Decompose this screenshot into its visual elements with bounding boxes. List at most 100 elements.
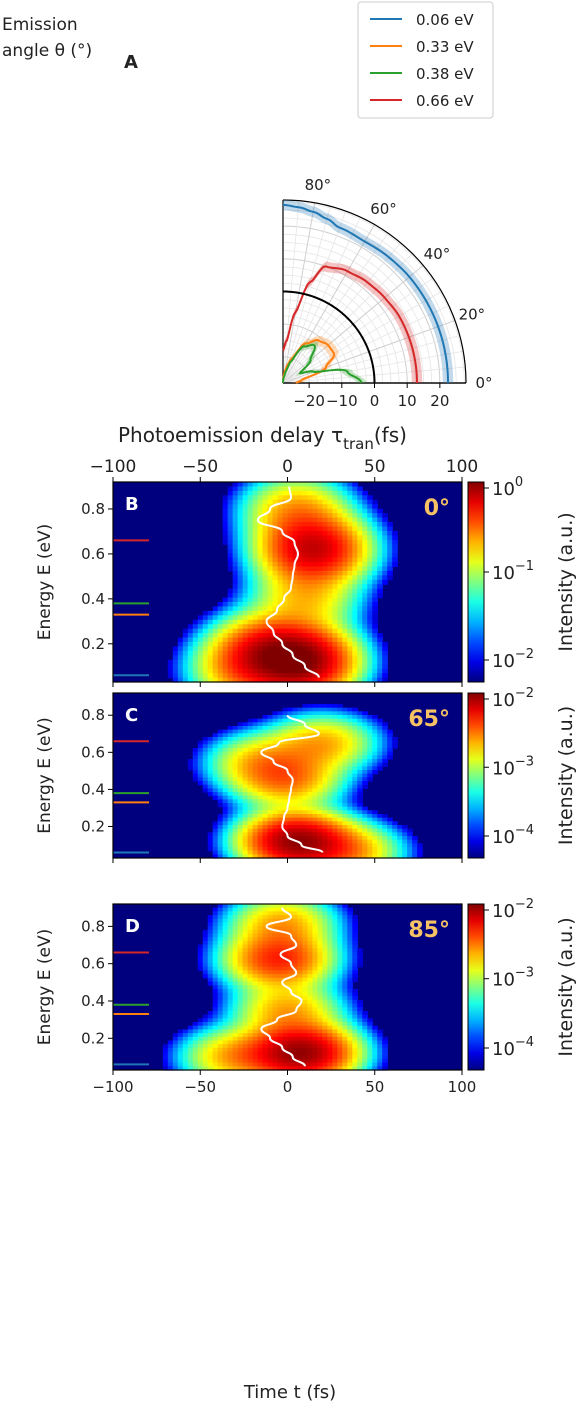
heatmap-cell (252, 1044, 259, 1049)
heatmap-cell (332, 610, 338, 616)
heatmap-cell (312, 814, 319, 819)
heatmap-cell (367, 655, 373, 661)
heatmap-cell (342, 751, 348, 756)
heatmap-cell (307, 839, 314, 844)
heatmap-cell (302, 788, 309, 793)
heatmap-cell (332, 988, 338, 994)
heatmap-cell (337, 707, 343, 712)
heatmap-cell (342, 832, 348, 837)
heatmap-cell (287, 929, 294, 935)
heatmap-cell (262, 579, 269, 585)
heatmap-cell (397, 850, 403, 855)
heatmap-cell (247, 948, 254, 953)
heatmap-cell (297, 544, 304, 550)
heatmap-cell (347, 1062, 353, 1067)
heatmap-cell (267, 513, 274, 519)
heatmap-cell (242, 922, 249, 927)
heatmap-cell (312, 907, 319, 912)
heatmap-cell (307, 970, 314, 975)
heatmap-cell (352, 1025, 358, 1031)
heatmap-cell (327, 788, 333, 793)
heatmap-cell (227, 770, 234, 775)
heatmap-cell (302, 642, 309, 648)
heatmap-cell (367, 570, 373, 576)
heatmap-cell (187, 664, 194, 670)
heatmap-cell (347, 677, 353, 683)
heatmap-cell (322, 933, 328, 938)
heatmap-cell (212, 926, 219, 931)
heatmap-cell (277, 1066, 284, 1071)
heatmap-cell (357, 490, 363, 496)
heatmap-cell (177, 664, 184, 670)
heatmap-cell (267, 562, 274, 568)
heatmap-cell (282, 673, 289, 679)
delay-curves (282, 203, 450, 384)
heatmap-cell (212, 843, 219, 848)
heatmap-cell (272, 737, 279, 742)
heatmap-cell (282, 707, 289, 712)
heatmap-cell (322, 726, 328, 731)
heatmap-cell (287, 566, 294, 572)
heatmap-cell (352, 1040, 358, 1045)
heatmap-cell (357, 602, 363, 608)
heatmap-cell (242, 633, 249, 639)
heatmap-cell (222, 904, 229, 909)
heatmap-cell (247, 637, 254, 643)
heatmap-cell (267, 715, 274, 720)
heatmap-cell (257, 490, 264, 496)
heatmap-cell (222, 606, 229, 612)
heatmap-cell (332, 828, 338, 833)
heatmap-cell (242, 530, 249, 536)
heatmap-cell (322, 788, 328, 793)
heatmap-cell (272, 650, 279, 656)
heatmap-cell (317, 544, 323, 550)
heatmap-cell (332, 655, 338, 661)
heatmap-cell (267, 1058, 274, 1064)
heatmap-cell (342, 490, 348, 496)
heatmap-cell (327, 832, 333, 837)
heatmap-cell (212, 1044, 219, 1049)
heatmap-cell (277, 940, 284, 946)
heatmap-cell (212, 996, 219, 1001)
heatmap-cell (312, 562, 319, 568)
heatmap-cell (277, 781, 284, 786)
heatmap-cell (212, 655, 219, 661)
heatmap-cell (387, 748, 393, 753)
heatmap-cell (337, 777, 343, 782)
heatmap-cell (297, 825, 304, 830)
heatmap-cell (287, 966, 294, 971)
heatmap-cell (337, 959, 343, 964)
heatmap-cell (382, 839, 388, 844)
heatmap-cell (277, 718, 284, 723)
heatmap-cell (217, 1066, 224, 1071)
heatmap-cell (367, 597, 373, 603)
heatmap-cell (212, 650, 219, 656)
heatmap-cell (277, 1055, 284, 1060)
heatmap-cell (272, 770, 279, 775)
heatmap-cell (347, 553, 353, 559)
heatmap-cell (337, 557, 343, 563)
heatmap-cell (292, 615, 299, 621)
heatmap-cell (272, 1003, 279, 1008)
heatmap-cell (217, 628, 224, 634)
heatmap-cell (332, 1033, 338, 1038)
heatmap-cell (212, 659, 219, 665)
heatmap-cell (322, 668, 328, 674)
heatmap-cell (212, 992, 219, 997)
heatmap-cell (277, 642, 284, 648)
heatmap-cell (207, 1062, 214, 1067)
heatmap-cell (352, 929, 358, 935)
heatmap-cell (307, 762, 314, 767)
heatmap-cell (352, 526, 358, 532)
heatmap-cell (302, 588, 309, 594)
heatmap-cell (262, 996, 269, 1001)
heatmap-cell (302, 940, 309, 946)
heatmap-cell (362, 836, 368, 841)
heatmap-cell (262, 718, 269, 723)
heatmap-cell (247, 1033, 254, 1038)
heatmap-cell (272, 711, 279, 716)
heatmap-cell (267, 1014, 274, 1019)
heatmap-cell (322, 1029, 328, 1034)
heatmap-cell (382, 526, 388, 532)
colorbar-tick-exponent: −3 (515, 966, 534, 981)
